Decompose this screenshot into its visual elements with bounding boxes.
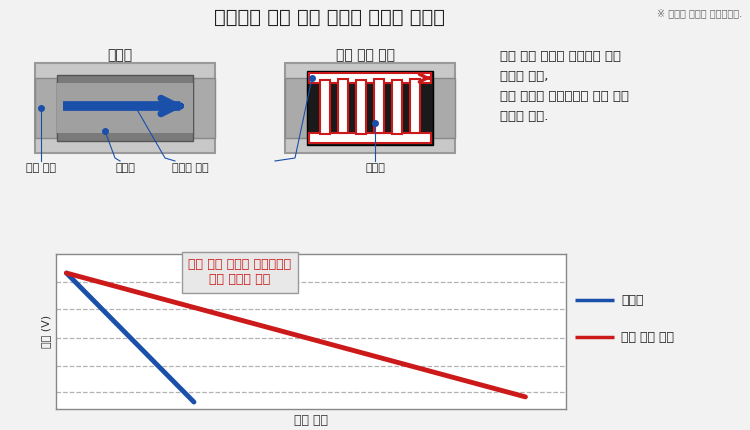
Bar [285, 78, 307, 138]
Y-axis label: 전위 (V): 전위 (V) [40, 314, 51, 348]
Bar [392, 80, 402, 134]
Bar [193, 78, 215, 138]
Text: 범용품: 범용품 [107, 48, 133, 62]
Bar [35, 63, 215, 153]
Text: 저항체: 저항체 [365, 163, 385, 173]
Text: 서지 보호 제품이 범용품보다
전위 강하가 완만: 서지 보호 제품이 범용품보다 전위 강하가 완만 [188, 258, 292, 286]
Bar [338, 80, 348, 132]
Bar [309, 73, 431, 83]
Bar [35, 78, 57, 138]
Text: ※ 그림의 패턴은 일례입니다.: ※ 그림의 패턴은 일례입니다. [657, 8, 742, 18]
Text: 서지 보호 제품: 서지 보호 제품 [335, 48, 394, 62]
Bar [320, 80, 330, 134]
Text: 범용품: 범용품 [621, 294, 644, 307]
Text: 범용품과 서지 보호 제품의 차이에 대하여: 범용품과 서지 보호 제품의 차이에 대하여 [214, 8, 446, 27]
Bar [285, 63, 455, 153]
Text: 저항체: 저항체 [115, 163, 135, 173]
Bar [433, 78, 455, 138]
Text: 서지 보호 제품은 전극간의 도통
경로가 길어,
전위 강하가 완만하므로 칩에 대한
손상이 적다.: 서지 보호 제품은 전극간의 도통 경로가 길어, 전위 강하가 완만하므로 칩… [500, 50, 629, 123]
Text: 내부 전극: 내부 전극 [26, 163, 56, 173]
Bar [374, 80, 384, 132]
Text: 전류의 흐름: 전류의 흐름 [172, 163, 208, 173]
Bar [57, 83, 193, 133]
Bar [410, 80, 420, 132]
Bar [57, 75, 193, 141]
Bar [307, 71, 433, 145]
Text: 서지 보호 제품: 서지 보호 제품 [621, 331, 674, 344]
X-axis label: 도통 거리: 도통 거리 [294, 414, 328, 427]
Bar [356, 80, 366, 134]
Bar [309, 132, 431, 143]
